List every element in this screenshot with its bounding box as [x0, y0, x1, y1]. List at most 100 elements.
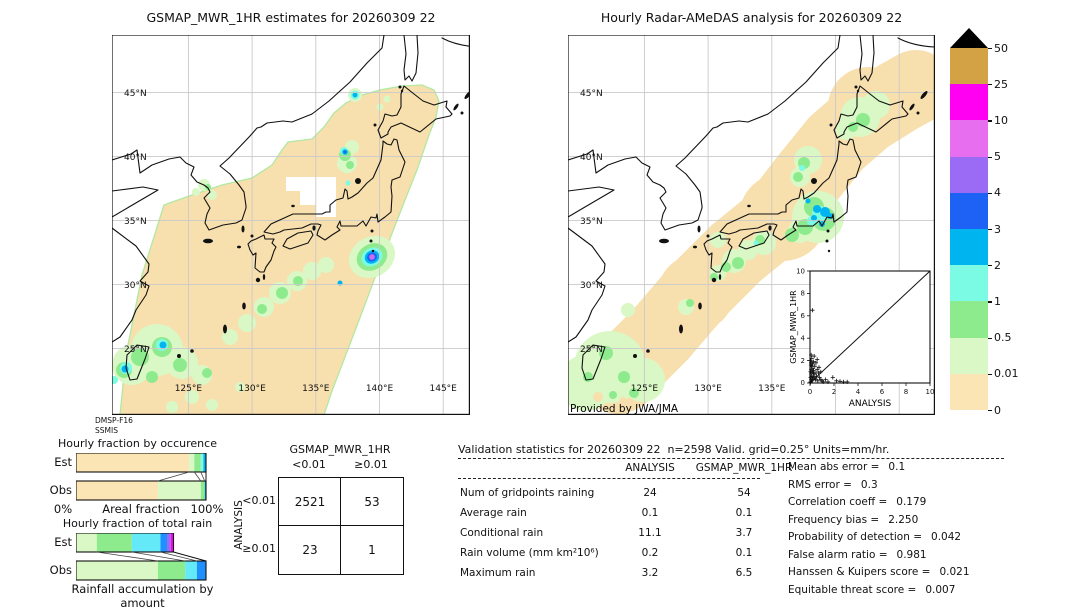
bar-segment [76, 453, 190, 472]
colorbar-label: 1 [994, 294, 1001, 308]
bar-segment [76, 561, 158, 580]
validation-value: 11.1 [638, 527, 662, 539]
bar-connector [193, 471, 202, 482]
scatter-point [809, 356, 814, 361]
stat-line: Frequency bias = 2.250 [788, 513, 919, 526]
contingency-grid: 2521 53 23 1 [278, 477, 404, 575]
svg-text:6: 6 [880, 388, 885, 396]
scatter-point [810, 366, 816, 371]
svg-text:45°N: 45°N [124, 89, 147, 99]
satellite-swath [119, 84, 440, 415]
svg-text:8: 8 [801, 290, 805, 298]
scatter-point [834, 378, 839, 383]
svg-text:145°E: 145°E [430, 384, 458, 394]
colorbar-tick [988, 373, 992, 375]
scatter-point [845, 379, 850, 384]
bar-segment [204, 481, 206, 500]
colorbar-tick [988, 337, 992, 339]
bar-segment [131, 533, 161, 552]
scatter-point [808, 358, 813, 363]
colorbar-tick [988, 156, 992, 158]
svg-text:35°N: 35°N [580, 217, 603, 227]
bar-segment [76, 481, 158, 500]
bar-segment [157, 481, 201, 500]
colorbar-segment [950, 373, 988, 410]
validation-value: 0.1 [735, 547, 753, 559]
scatter-point [811, 370, 816, 375]
validation-value: 3.7 [735, 527, 753, 539]
svg-text:40°N: 40°N [580, 153, 603, 163]
colorbar-label: 25 [994, 77, 1008, 91]
bar-connector [157, 471, 190, 482]
stat-line: Hanssen & Kuipers score = 0.021 [788, 566, 970, 578]
scatter-point [813, 360, 819, 365]
colorbar-label: 0 [994, 403, 1001, 417]
occurrence-xtitle: Areal fraction [102, 502, 180, 516]
stat-line: Correlation coeff = 0.179 [788, 496, 927, 508]
stat-line: Equitable threat score = 0.007 [788, 583, 956, 596]
colorbar-segment [950, 120, 988, 157]
bar-outline [76, 453, 207, 473]
colorbar-segment [950, 192, 988, 229]
scatter-point [817, 375, 822, 380]
svg-text:130°E: 130°E [238, 384, 266, 394]
inset-tick-labels: 0 2 4 6 8 10 0 2 4 6 8 10 [796, 268, 934, 397]
scatter-point [809, 374, 814, 379]
scatter-point [812, 364, 817, 369]
scatter-point [823, 377, 828, 382]
validation-value: 54 [737, 487, 751, 499]
bar-outline [76, 560, 207, 581]
validation-row-label: Rain volume (mm km²10⁶) [460, 547, 599, 559]
bar-segment [185, 561, 197, 580]
colorbar-overflow-triangle [950, 28, 988, 48]
bar-segment [170, 533, 174, 552]
left-map-title: GSMAP_MWR_1HR estimates for 20260309 22 [146, 10, 436, 25]
scatter-point [814, 374, 819, 379]
occurrence-x0: 0% [53, 502, 73, 516]
occurrence-est-label: Est [54, 455, 72, 469]
contingency-cell-11: 1 [368, 543, 376, 557]
colorbar-label: 2 [994, 258, 1001, 272]
divider-header [458, 478, 760, 479]
svg-text:30°N: 30°N [124, 281, 147, 291]
left-map-frame [112, 35, 470, 415]
occurrence-chart-title: Hourly fraction by occurence [58, 437, 217, 450]
left-map: 45°N 40°N 35°N 30°N 25°N 125°E 130°E 135… [112, 35, 470, 415]
colorbar-tick [988, 120, 992, 122]
validation-row-label: Maximum rain [460, 567, 536, 579]
right-map-title: Hourly Radar-AMeDAS analysis for 2026030… [600, 10, 903, 25]
colorbar-label: 10 [994, 113, 1008, 127]
occurrence-x100: 100% [190, 502, 224, 516]
colorbar-segment [950, 265, 988, 302]
colorbar-segment [950, 156, 988, 193]
bar-connector [173, 551, 207, 562]
validation-col-analysis: ANALYSIS [625, 462, 675, 474]
validation-value: 24 [643, 487, 657, 499]
colorbar-segment [950, 337, 988, 374]
credit-text: Provided by JWA/JMA [570, 403, 679, 415]
colorbar-segment [950, 229, 988, 266]
contingency-col-0: <0.01 [292, 458, 326, 471]
right-map: 45°N 40°N 35°N 30°N 25°N 125°E 130°E 135… [568, 35, 935, 415]
svg-text:35°N: 35°N [124, 217, 147, 227]
validation-row-label: Num of gridpoints raining [460, 487, 595, 499]
scatter-point [812, 354, 817, 359]
validation-value: 0.1 [641, 507, 659, 519]
scatter-point [810, 377, 815, 382]
bar-segment [157, 561, 186, 580]
right-map-frame [568, 35, 935, 415]
scatter-points [808, 308, 850, 385]
scatter-point [811, 359, 816, 364]
colorbar-tick [988, 84, 992, 86]
bar-segment [160, 533, 167, 552]
stat-line: Mean abs error = 0.1 [788, 461, 906, 473]
svg-text:125°E: 125°E [631, 384, 659, 394]
scatter-point [816, 370, 821, 375]
left-map-labels: 45°N 40°N 35°N 30°N 25°N 125°E 130°E 135… [124, 89, 457, 394]
bar-segment [194, 453, 201, 472]
scatter-point [821, 379, 826, 384]
svg-text:2: 2 [801, 357, 805, 365]
colorbar-tick [988, 301, 992, 303]
bar-outline [76, 533, 175, 553]
